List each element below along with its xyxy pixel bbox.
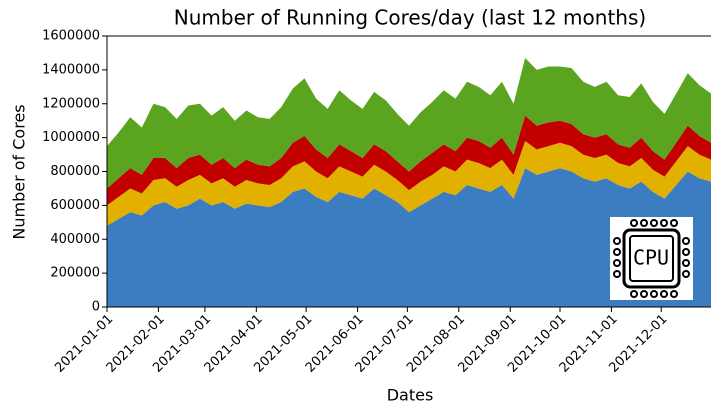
x-axis-label: Dates <box>387 386 434 404</box>
y-tick-label: 1400000 <box>42 62 100 77</box>
icon-label: CPU <box>633 246 669 270</box>
y-tick-label: 0 <box>92 300 100 315</box>
area <box>107 115 711 206</box>
y-tick-label: 200000 <box>50 266 100 281</box>
icon-pins <box>613 219 690 298</box>
chart-title: Number of Running Cores/day (last 12 mon… <box>174 6 646 30</box>
y-tick-label: 1200000 <box>42 96 100 111</box>
y-tick-label: 1600000 <box>42 29 100 44</box>
cpu-icon: CPU <box>610 217 693 300</box>
y-tick-label: 800000 <box>50 164 100 179</box>
icon-chip <box>622 228 681 289</box>
plot-area <box>107 58 711 307</box>
y-tick-label: 400000 <box>50 232 100 247</box>
y-tick-label: 600000 <box>50 198 100 213</box>
area <box>107 58 711 189</box>
area <box>107 168 711 307</box>
y-tick-label: 1000000 <box>42 130 100 145</box>
icon-core <box>629 235 674 282</box>
y-axis-label: Number of Cores <box>10 104 29 239</box>
area <box>107 141 711 226</box>
